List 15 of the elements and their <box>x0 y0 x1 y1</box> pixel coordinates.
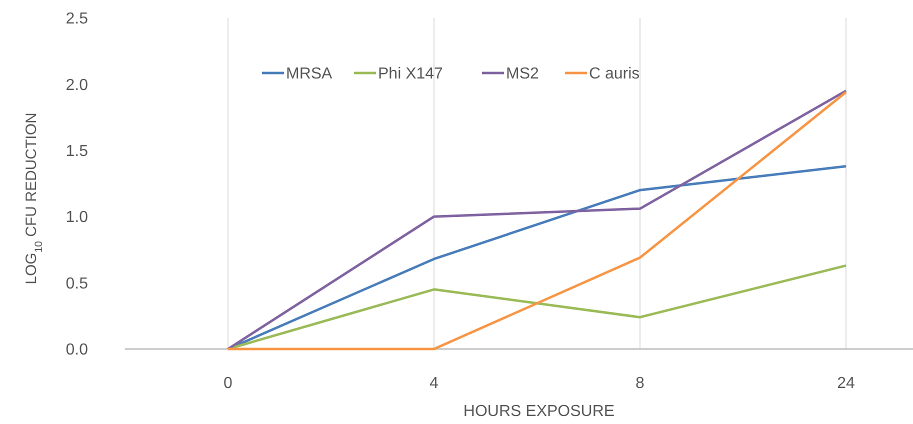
x-tick-label: 0 <box>224 375 233 392</box>
x-tick-label: 4 <box>430 375 439 392</box>
x-tick-label: 24 <box>837 375 855 392</box>
legend-label: C auris <box>589 66 640 83</box>
legend-label: Phi X147 <box>378 66 444 83</box>
legend-label: MRSA <box>286 66 333 83</box>
y-tick-label: 2.5 <box>66 10 88 28</box>
y-tick-label: 0.0 <box>66 342 88 359</box>
y-tick-label: 1.5 <box>66 143 88 160</box>
x-tick-label: 8 <box>636 375 645 392</box>
x-axis-title: HOURS EXPOSURE <box>463 403 615 420</box>
y-tick-label: 0.5 <box>66 275 88 292</box>
y-tick-label: 2.0 <box>66 76 88 94</box>
y-tick-label: 1.0 <box>66 209 88 226</box>
legend-label: MS2 <box>506 66 539 83</box>
